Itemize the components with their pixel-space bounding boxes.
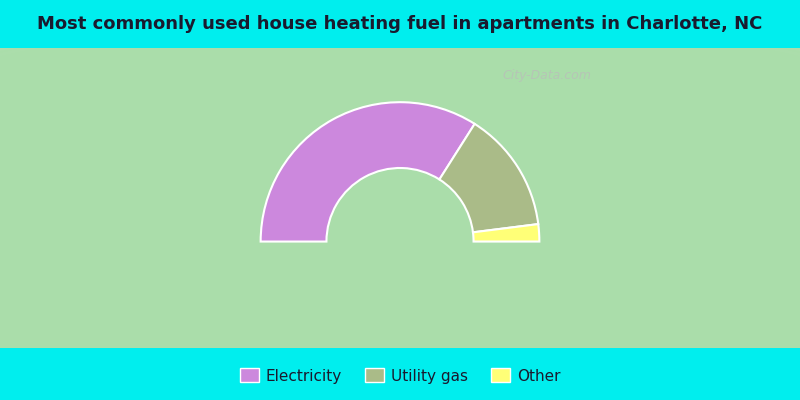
Circle shape	[28, 164, 772, 400]
Circle shape	[0, 136, 800, 400]
Circle shape	[0, 15, 800, 400]
Circle shape	[0, 96, 800, 400]
Circle shape	[0, 82, 800, 400]
Circle shape	[88, 186, 712, 400]
Circle shape	[0, 150, 800, 400]
Circle shape	[0, 6, 800, 400]
Circle shape	[124, 200, 676, 400]
Circle shape	[0, 38, 800, 400]
Circle shape	[16, 159, 784, 400]
Circle shape	[0, 146, 800, 400]
Wedge shape	[473, 224, 539, 242]
Circle shape	[0, 56, 800, 400]
Circle shape	[0, 33, 800, 400]
Circle shape	[0, 60, 800, 400]
Wedge shape	[439, 124, 538, 232]
Circle shape	[0, 110, 800, 400]
Circle shape	[76, 182, 724, 400]
Circle shape	[0, 20, 800, 400]
Circle shape	[4, 154, 796, 400]
Circle shape	[100, 190, 700, 400]
Circle shape	[0, 114, 800, 400]
Circle shape	[40, 168, 760, 400]
Circle shape	[0, 100, 800, 400]
Circle shape	[0, 105, 800, 400]
Circle shape	[64, 177, 736, 400]
Legend: Electricity, Utility gas, Other: Electricity, Utility gas, Other	[234, 363, 566, 390]
Circle shape	[0, 141, 800, 400]
Circle shape	[0, 74, 800, 400]
Circle shape	[0, 78, 800, 400]
Circle shape	[0, 87, 800, 400]
Circle shape	[0, 28, 800, 400]
Circle shape	[0, 69, 800, 400]
Circle shape	[0, 92, 800, 400]
Circle shape	[0, 46, 800, 400]
Text: Most commonly used house heating fuel in apartments in Charlotte, NC: Most commonly used house heating fuel in…	[38, 15, 762, 33]
Circle shape	[0, 64, 800, 400]
Circle shape	[0, 51, 800, 400]
Wedge shape	[261, 102, 474, 242]
Circle shape	[0, 132, 800, 400]
Circle shape	[112, 195, 688, 400]
Text: City-Data.com: City-Data.com	[502, 69, 591, 82]
Circle shape	[0, 123, 800, 400]
Circle shape	[0, 128, 800, 400]
Circle shape	[52, 172, 748, 400]
Circle shape	[0, 10, 800, 400]
Circle shape	[0, 118, 800, 400]
Circle shape	[0, 24, 800, 400]
Circle shape	[0, 42, 800, 400]
